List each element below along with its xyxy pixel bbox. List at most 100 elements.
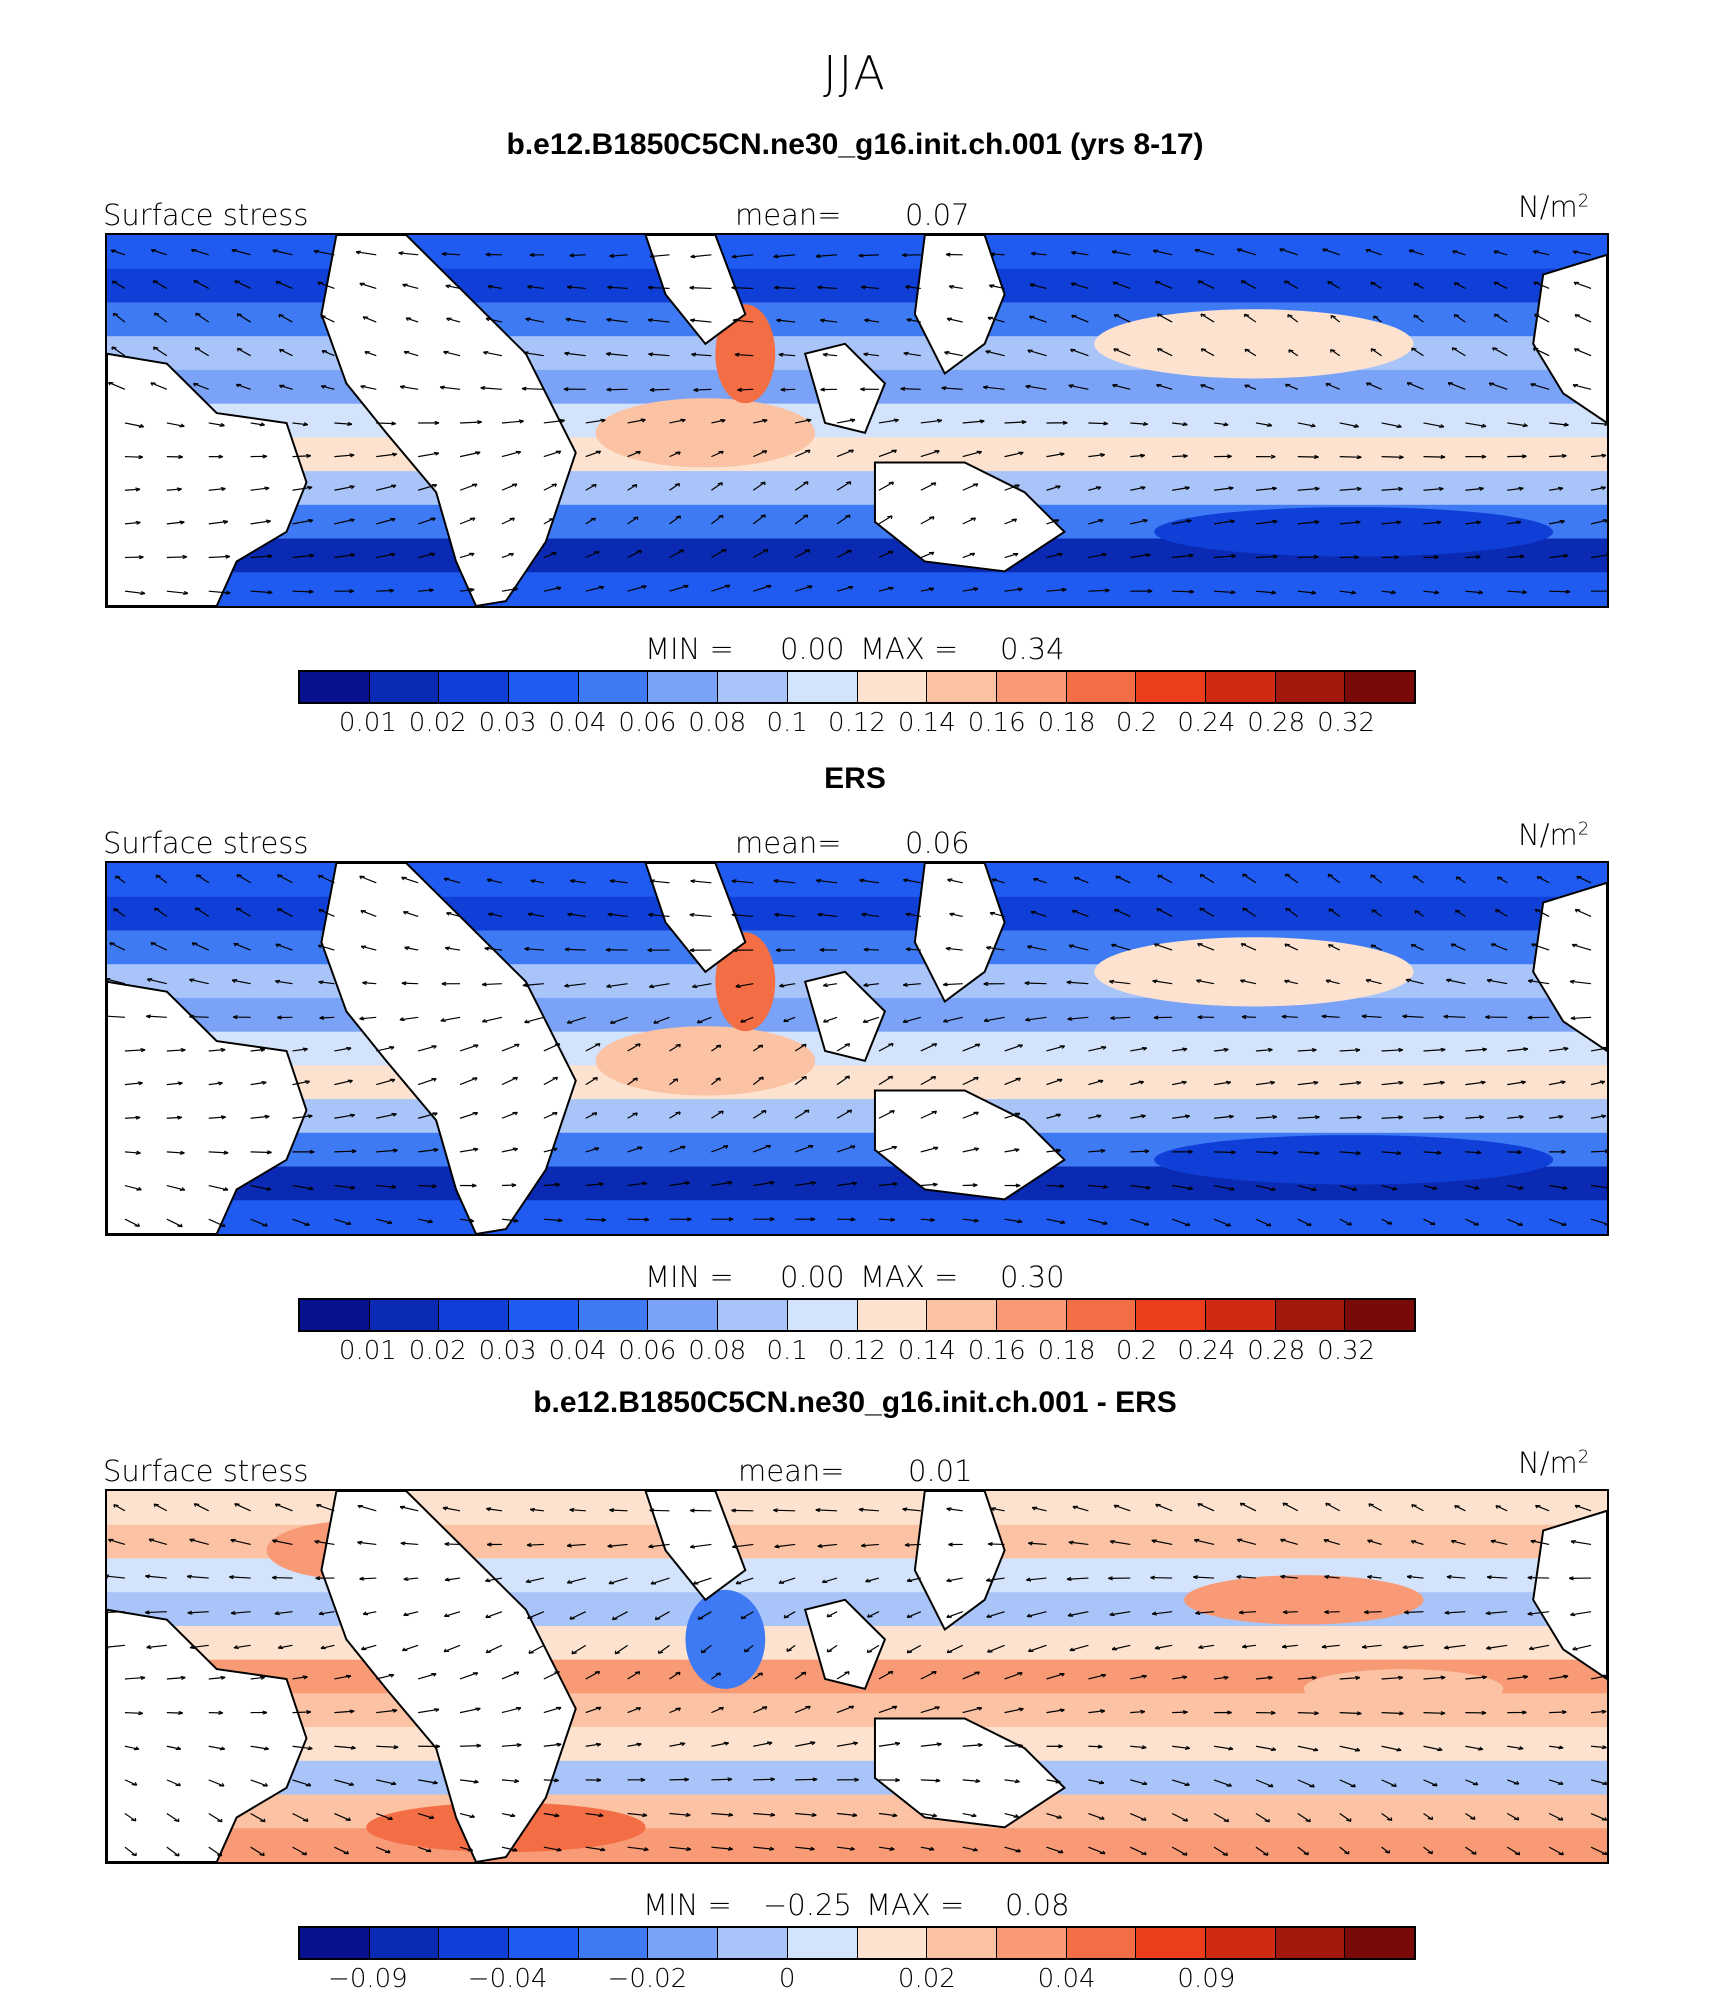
colorbar-swatch — [300, 1928, 370, 1958]
stress-vector-head — [1515, 520, 1522, 525]
stress-vector — [1574, 1504, 1592, 1512]
stress-vector-head — [473, 1044, 479, 1048]
stress-vector — [1026, 1611, 1047, 1618]
stress-vector — [1046, 1673, 1065, 1680]
stress-vector-head — [566, 1579, 573, 1584]
stress-vector-head — [686, 1217, 692, 1222]
stress-vector-head — [845, 481, 852, 485]
colorbar-tick-label: 0.02 — [408, 708, 467, 738]
stress-vector — [753, 584, 772, 592]
stress-vector-head — [1152, 979, 1158, 984]
stress-vector-head — [1197, 1015, 1203, 1020]
stress-vector-head — [1287, 314, 1293, 318]
stress-vector — [250, 590, 273, 594]
stress-vector-head — [675, 451, 681, 456]
stress-vector-head — [601, 1217, 607, 1223]
stress-vector — [795, 419, 812, 424]
stress-vector — [986, 946, 1005, 951]
stress-vector — [1465, 1116, 1484, 1119]
stress-vector-head — [1446, 1574, 1452, 1580]
stress-vector — [612, 1611, 628, 1621]
stress-vector-head — [1324, 1609, 1330, 1615]
stress-vector-head — [640, 418, 646, 423]
stress-vector — [920, 450, 940, 458]
stress-vector-head — [515, 450, 522, 455]
stress-vector-head — [518, 419, 524, 424]
stress-vector-head — [131, 1781, 138, 1786]
stress-vector-head — [146, 1644, 152, 1650]
stress-vector-head — [598, 1182, 604, 1187]
colorbar-tick-label: −0.04 — [467, 1964, 548, 1994]
panel-2-field-label: Surface stress — [103, 826, 309, 860]
stress-vector — [878, 1075, 893, 1086]
stress-vector-head — [274, 1611, 280, 1616]
stress-vector-head — [991, 878, 997, 883]
stress-vector-head — [717, 482, 723, 486]
stress-vector — [1213, 1218, 1231, 1227]
colorbar-swatch — [927, 1300, 997, 1330]
stress-vector — [1365, 979, 1382, 985]
stress-vector-head — [401, 1647, 408, 1652]
stress-vector — [1285, 383, 1299, 390]
stress-vector-head — [949, 912, 955, 917]
stress-vector-head — [274, 1503, 281, 1508]
stress-vector — [1157, 313, 1173, 323]
stress-vector-head — [1313, 1080, 1319, 1085]
stress-vector-head — [345, 1674, 352, 1679]
stress-vector — [903, 879, 921, 884]
stress-vector-head — [1394, 555, 1400, 560]
stress-vector — [1213, 422, 1229, 426]
stress-vector-head — [231, 249, 237, 253]
stress-vector — [1371, 909, 1382, 917]
stress-vector — [752, 548, 769, 559]
stress-vector-head — [774, 1544, 780, 1549]
stress-vector-head — [1325, 382, 1331, 387]
stress-vector-head — [641, 585, 647, 589]
stress-vector — [145, 1611, 167, 1614]
stress-vector — [711, 1742, 729, 1747]
stress-vector-head — [1026, 1577, 1032, 1582]
stress-vector-head — [469, 552, 475, 557]
stress-vector — [1573, 281, 1592, 289]
stress-vector-head — [769, 1846, 775, 1851]
stress-vector — [360, 910, 377, 917]
stress-vector-head — [1241, 1014, 1247, 1020]
stress-vector — [166, 521, 185, 525]
stress-vector — [459, 1846, 473, 1852]
stress-vector — [1198, 1644, 1215, 1649]
stress-vector-head — [674, 483, 681, 487]
stress-vector-head — [266, 1150, 272, 1155]
stress-vector-head — [178, 454, 184, 459]
stress-vector — [110, 249, 126, 256]
stress-vector — [189, 978, 209, 985]
stress-vector-head — [1355, 520, 1361, 525]
stress-vector — [990, 1507, 1005, 1512]
stress-vector — [230, 1539, 251, 1546]
stress-vector — [1507, 590, 1527, 594]
stress-vector — [1423, 1116, 1444, 1119]
stress-vector — [669, 483, 680, 491]
stress-vector-head — [934, 1706, 940, 1710]
stress-vector — [524, 1016, 544, 1024]
stress-vector — [1297, 556, 1319, 559]
stress-vector — [669, 515, 681, 525]
stress-vector-head — [1182, 1710, 1188, 1715]
stress-vector-head — [302, 1818, 309, 1822]
stress-vector-head — [307, 485, 313, 490]
stress-vector-head — [1346, 1221, 1352, 1226]
stress-vector — [606, 318, 628, 323]
stress-vector — [711, 1706, 724, 1714]
stress-vector — [231, 1611, 251, 1614]
stress-vector — [334, 1150, 357, 1153]
stress-vector-head — [359, 282, 365, 287]
stress-vector-head — [1102, 1184, 1108, 1189]
stress-vector — [740, 1016, 754, 1023]
stress-vector-head — [393, 1745, 399, 1750]
colorbar-swatch — [1205, 1928, 1276, 1958]
stress-vector-head — [1264, 1818, 1270, 1823]
stress-vector — [1114, 908, 1131, 917]
stress-vector — [947, 1644, 963, 1654]
stress-vector — [1072, 1505, 1089, 1512]
stress-vector — [1325, 1502, 1340, 1512]
stress-vector-head — [1398, 1711, 1404, 1716]
